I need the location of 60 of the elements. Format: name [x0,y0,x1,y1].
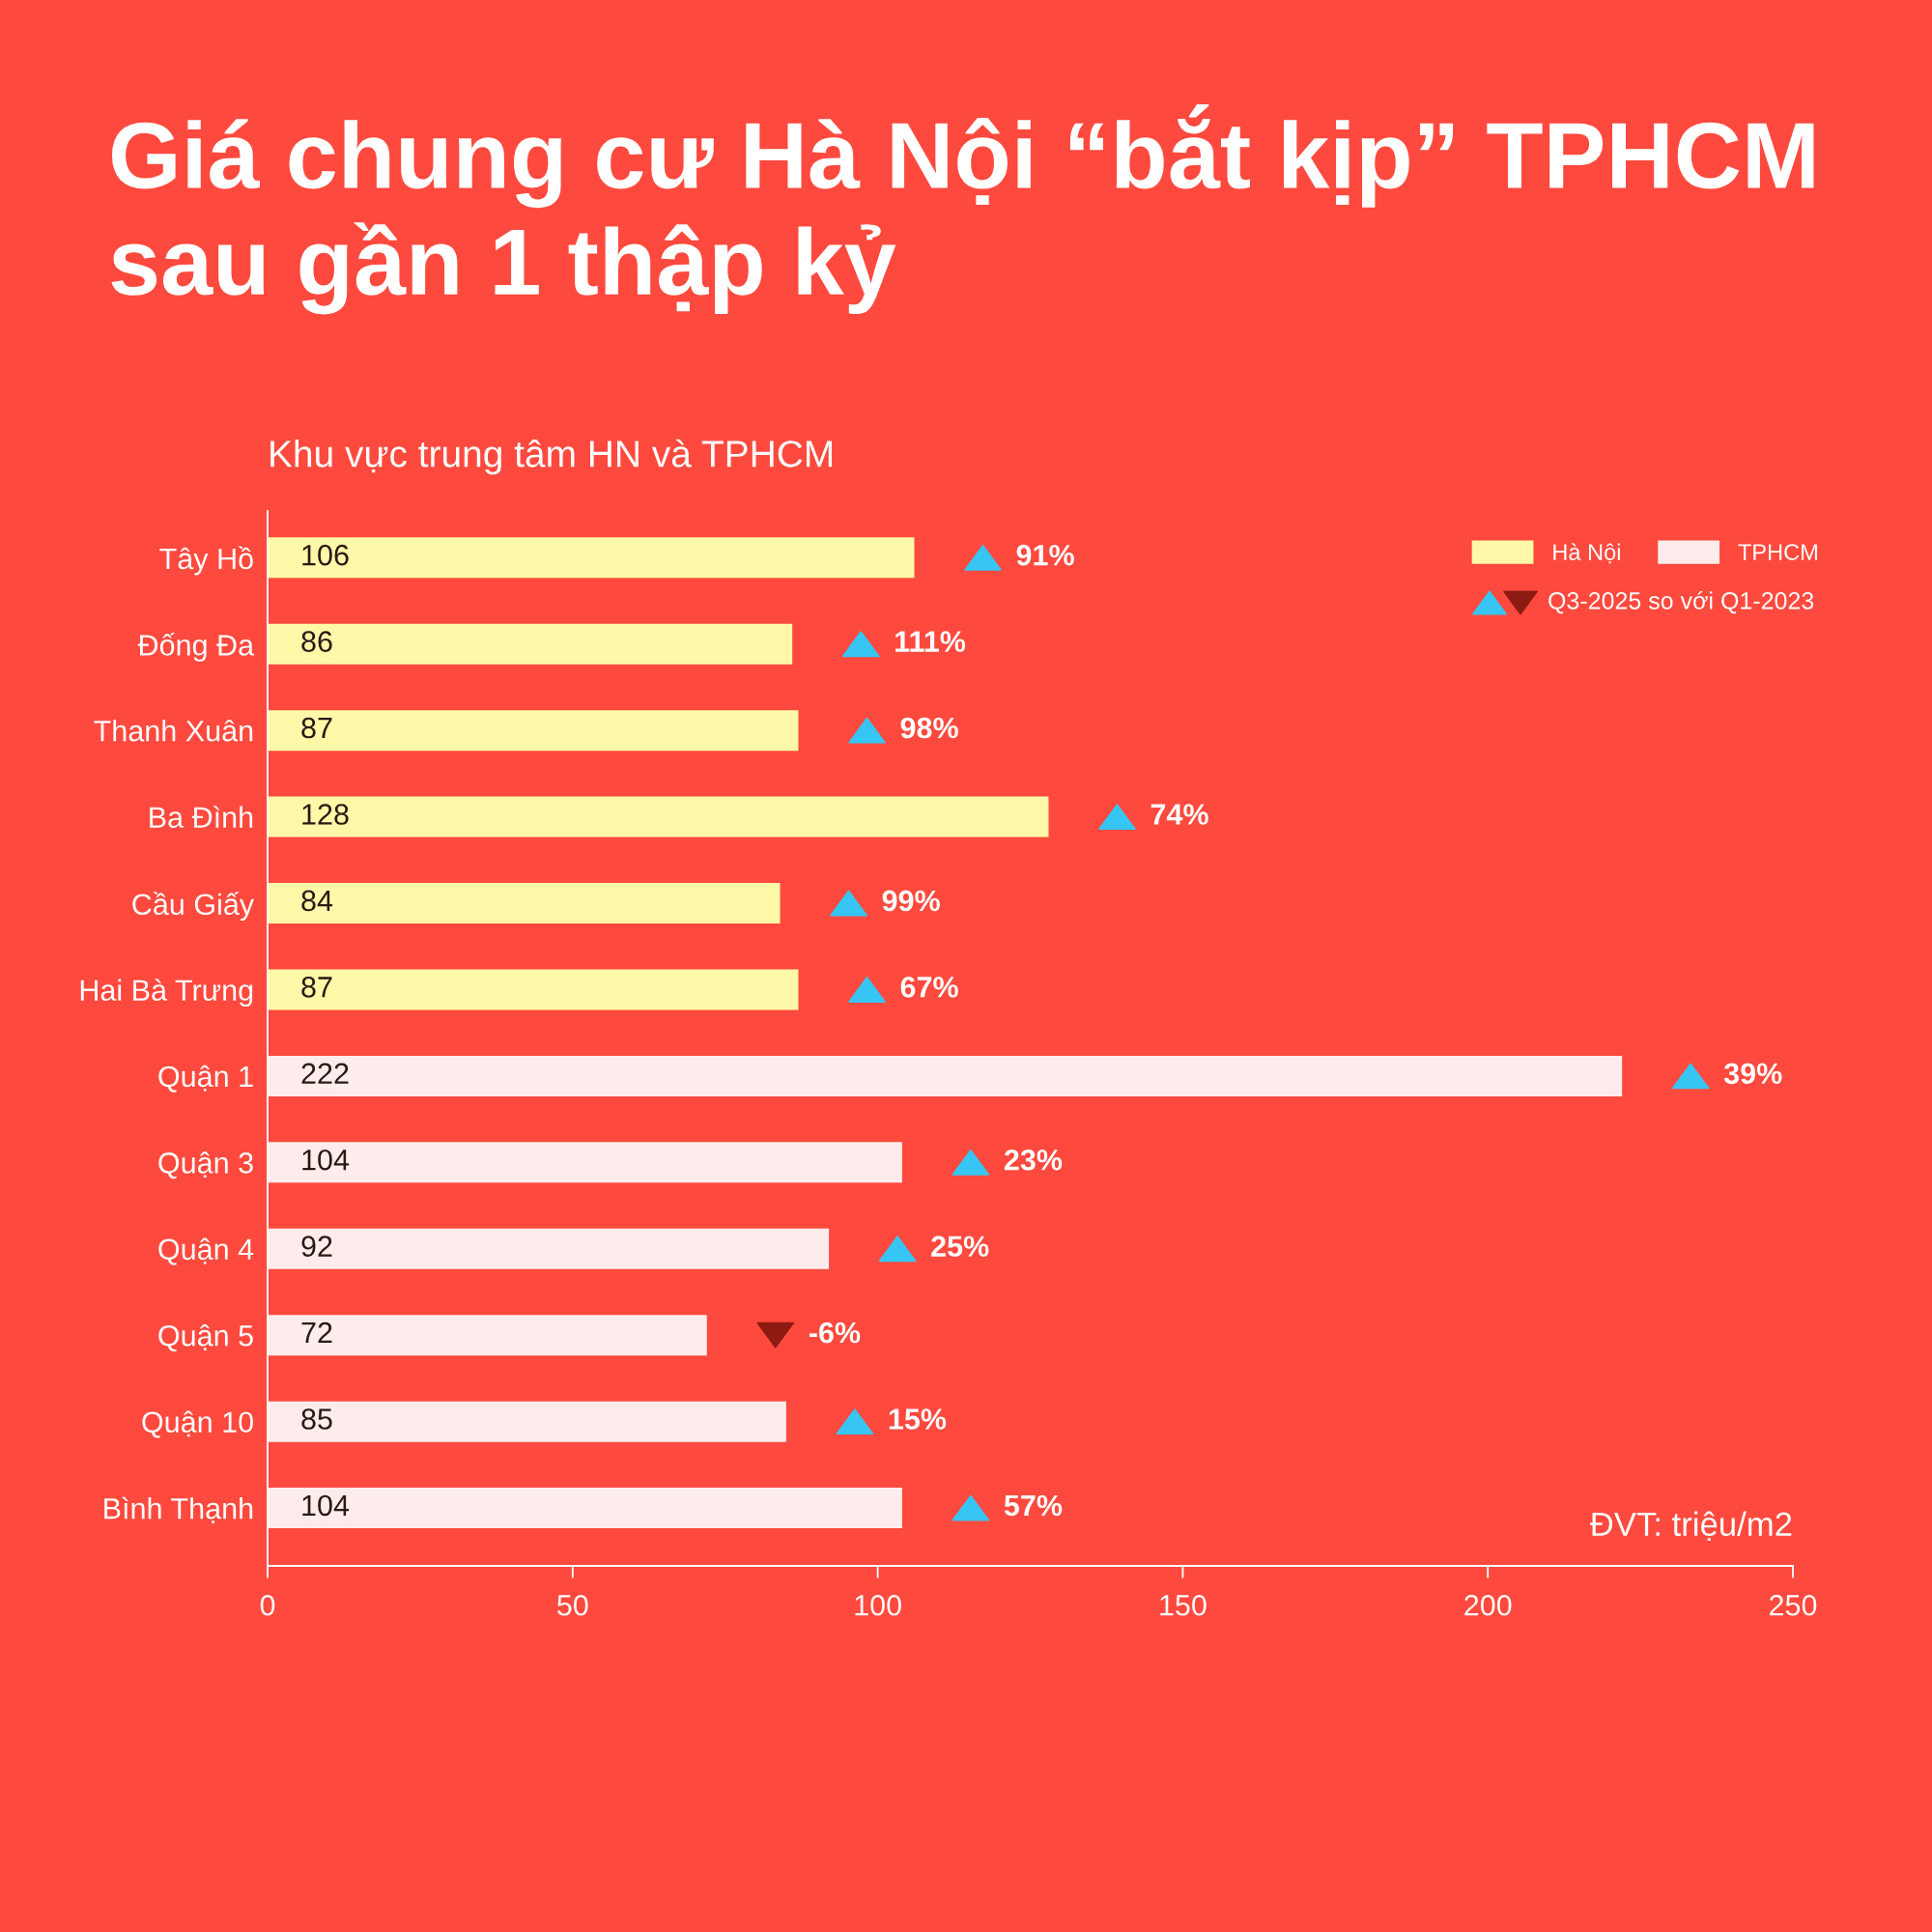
annotation: 91% [1016,544,1074,566]
annotation: 67% [900,977,958,998]
x-tick-label: 250 [1770,1594,1817,1616]
annotation: 39% [1723,1063,1782,1085]
x-tick-label: 100 [855,1594,901,1616]
y-tick-label: Quận 10 [142,1410,253,1438]
annotation: 111% [895,631,966,652]
bar [268,1228,830,1269]
x-tick-label: 0 [260,1594,275,1616]
annotation: 25% [931,1236,989,1257]
y-tick-label: Quận 4 [158,1237,254,1265]
data-label: 87 [301,977,332,998]
data-label: 222 [301,1063,349,1084]
data-label: 128 [302,804,349,825]
annotation: 99% [882,890,940,912]
data-label: 104 [302,1494,350,1517]
annotation: -6% [809,1321,861,1344]
annotation: ĐVT: triệu/m2 [1589,1511,1792,1542]
legend-label: Hà Nội [1553,543,1620,564]
bar [268,710,799,752]
bar [268,1315,707,1356]
bar [268,537,915,579]
annotation: 23% [1004,1149,1063,1171]
data-label: 106 [302,544,349,566]
y-tick-label: Đống Đa [137,632,255,662]
y-tick-label: Quận 1 [158,1065,253,1093]
annotation: Q3-2025 so với Q1-2023 [1548,591,1814,614]
annotation: 74% [1151,804,1208,825]
data-label: 86 [301,631,332,652]
y-tick-label: Hai Bà Trưng [80,979,253,1008]
data-label: 85 [301,1408,332,1430]
bar [268,1488,902,1529]
y-tick-label: Ba Đình [150,806,253,828]
y-tick-label: Tây Hồ [159,546,253,576]
bar [268,969,799,1010]
y-tick-label: Quận 5 [158,1324,253,1352]
y-tick-label: Bình Thạnh [104,1496,253,1523]
data-label: 92 [301,1236,332,1257]
chart-subtitle: Khu vực trung tâm HN và TPHCM [270,439,833,475]
data-label: 72 [301,1321,332,1344]
annotation: 98% [900,717,958,739]
bar [268,623,793,665]
bar [268,1401,786,1442]
annotation: 15% [889,1408,947,1430]
bar [268,1142,902,1183]
bar [268,883,781,924]
data-label: 84 [301,890,333,912]
x-tick-label: 200 [1464,1594,1512,1616]
legend-label: TPHCM [1738,544,1817,560]
annotation: 57% [1004,1494,1063,1517]
data-label: 87 [301,717,332,739]
x-tick-label: 150 [1160,1594,1207,1616]
chart-title: Giá chung cư Hà Nội “bắt kịp” TPHCM sau gần 1 thập kỷ [111,104,1814,315]
data-label: 104 [302,1149,350,1171]
x-tick-label: 50 [557,1594,588,1616]
y-tick-label: Cầu Giấy [132,892,255,922]
bar [268,796,1049,838]
y-tick-label: Thanh Xuân [94,719,253,742]
y-tick-label: Quận 3 [158,1151,253,1179]
bar [268,1055,1623,1096]
